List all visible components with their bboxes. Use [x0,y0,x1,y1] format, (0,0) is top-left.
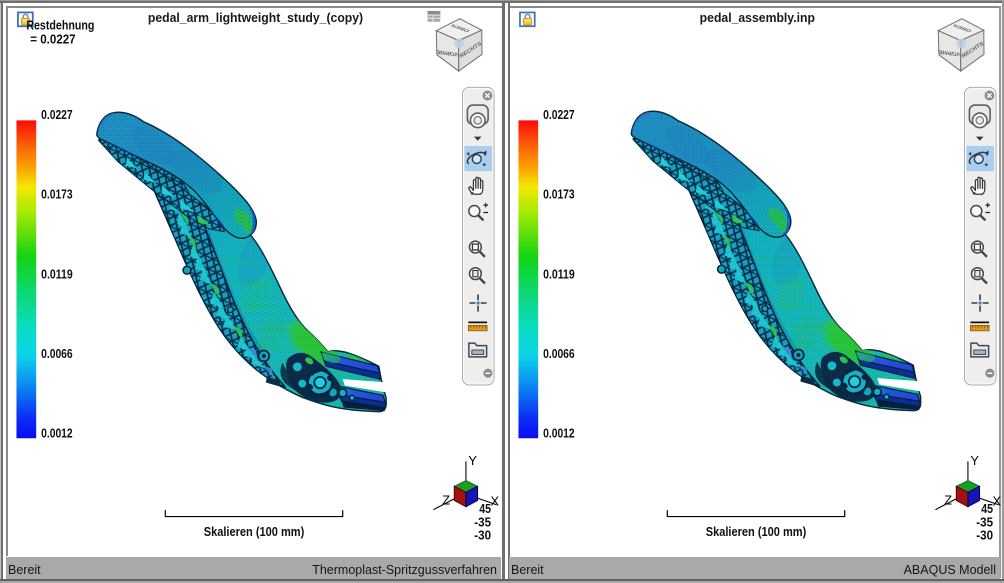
svg-text:0.0066: 0.0066 [41,346,73,361]
svg-text:VORNE: VORNE [435,48,460,57]
svg-text:Restdehnung: Restdehnung [26,18,94,33]
svg-text:-30: -30 [474,527,491,542]
svg-text:Y: Y [468,453,477,468]
svg-text:0.0227: 0.0227 [41,107,73,122]
svg-text:Skalieren (100 mm): Skalieren (100 mm) [204,524,305,539]
svg-text:OBEN: OBEN [450,23,471,33]
svg-text:0.0119: 0.0119 [41,267,73,282]
svg-text:= 0.0227: = 0.0227 [30,31,75,46]
svg-text:0.0173: 0.0173 [41,187,73,202]
svg-text:-35: -35 [474,514,491,529]
svg-text:Z: Z [442,492,450,507]
svg-text:X: X [491,494,500,509]
svg-text:0.0012: 0.0012 [41,426,73,441]
svg-text:45: 45 [479,501,491,516]
